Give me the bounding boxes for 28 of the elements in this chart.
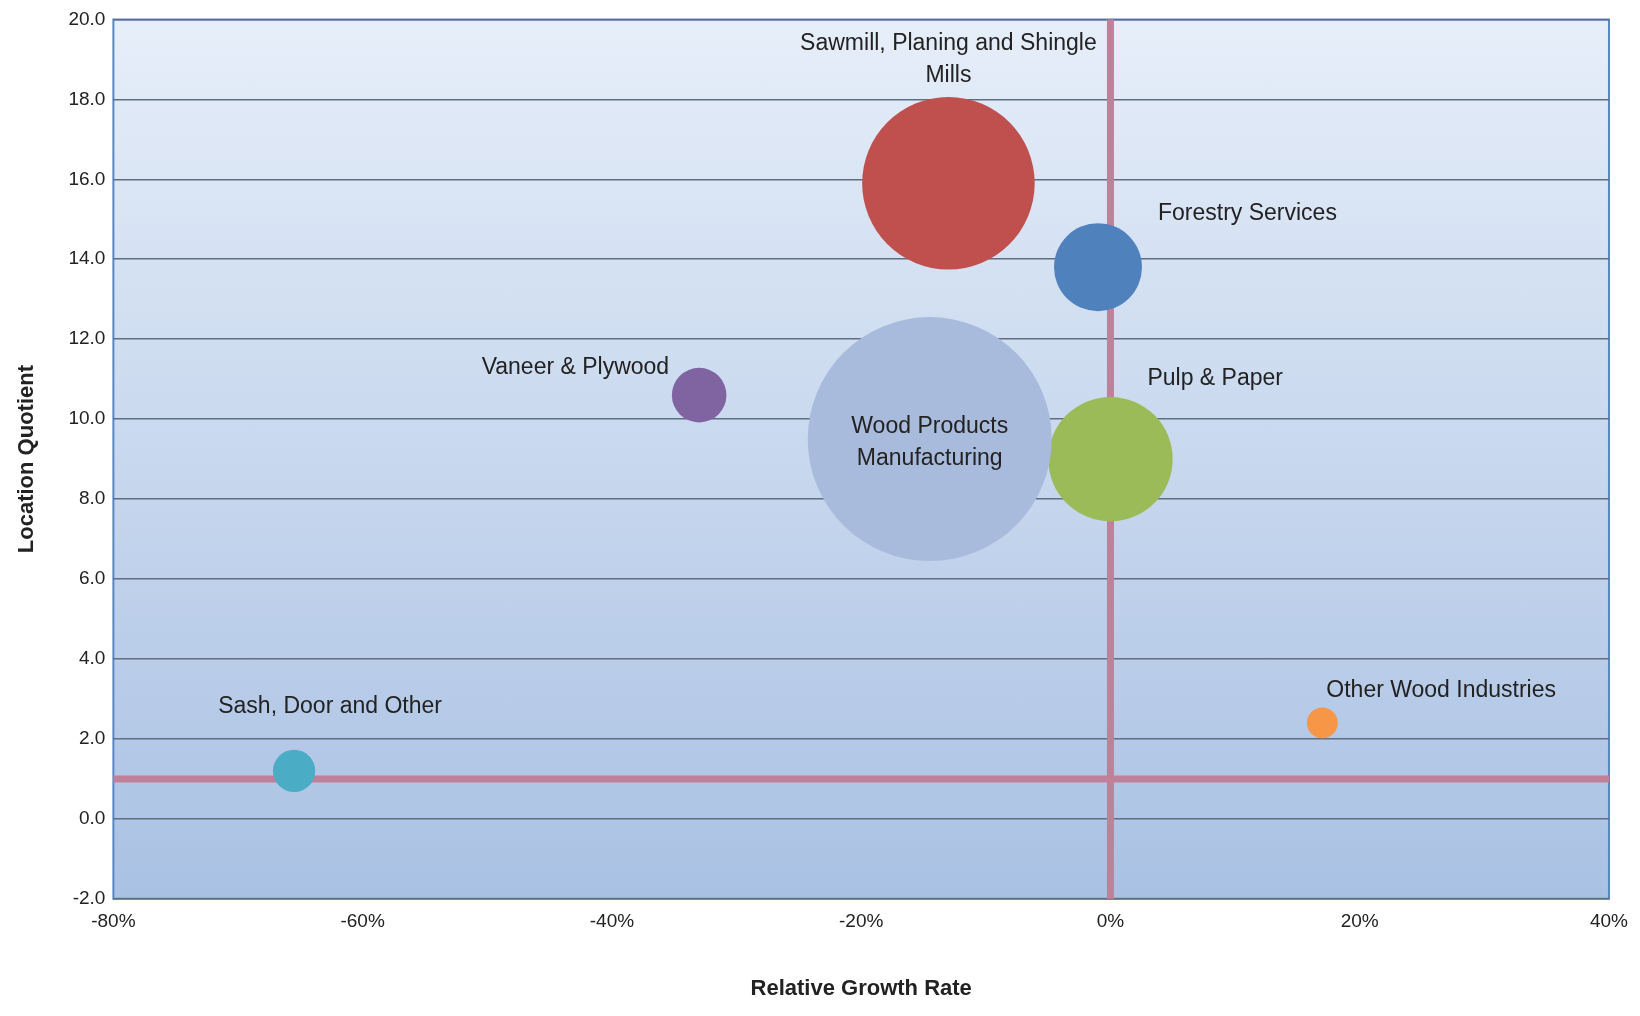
x-tick-label: -40% [589,910,635,932]
y-tick-label: 10.0 [68,407,106,429]
y-tick-label: 20.0 [68,7,106,29]
y-tick-label: 12.0 [68,327,106,349]
text: Sash, Door and Other [218,692,443,719]
y-tick-label: -2.0 [72,887,106,909]
x-tick-label: -80% [91,910,136,932]
y-axis-title: Location Quotient [13,364,39,554]
y-tick-label: 16.0 [68,167,106,189]
y-tick-label: 2.0 [78,727,106,749]
series-label: Other Wood Industries [1326,676,1557,703]
series-label: Vaneer & Plywood [481,353,670,380]
x-tick-label: 0% [1096,910,1125,932]
y-tick-label: 6.0 [78,567,106,589]
y-tick-label: 4.0 [78,647,106,669]
series-label: Pulp & Paper [1147,364,1284,391]
y-tick-label: 18.0 [68,87,106,109]
x-tick-label: -60% [340,910,385,932]
series-label: Sawmill, Planing and Shingle Mills [800,28,1097,87]
x-tick-label: 40% [1589,910,1629,932]
y-tick-label: 14.0 [68,247,106,269]
x-tick-label: -20% [839,910,884,932]
series-label: Wood Products Manufacturing [851,412,1009,471]
x-axis-title: Relative Growth Rate [750,974,972,1000]
y-tick-label: 0.0 [78,807,106,829]
y-tick-label: 8.0 [78,487,106,509]
series-label: Forestry Services [1157,198,1337,225]
x-tick-label: 20% [1340,910,1379,932]
